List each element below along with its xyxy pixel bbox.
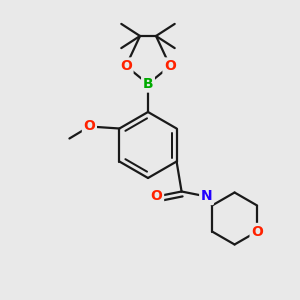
Text: O: O (151, 190, 163, 203)
Text: B: B (143, 77, 153, 91)
Text: O: O (83, 119, 95, 134)
Text: N: N (201, 190, 212, 203)
Text: O: O (120, 59, 132, 73)
Text: O: O (251, 224, 263, 239)
Text: O: O (164, 59, 176, 73)
